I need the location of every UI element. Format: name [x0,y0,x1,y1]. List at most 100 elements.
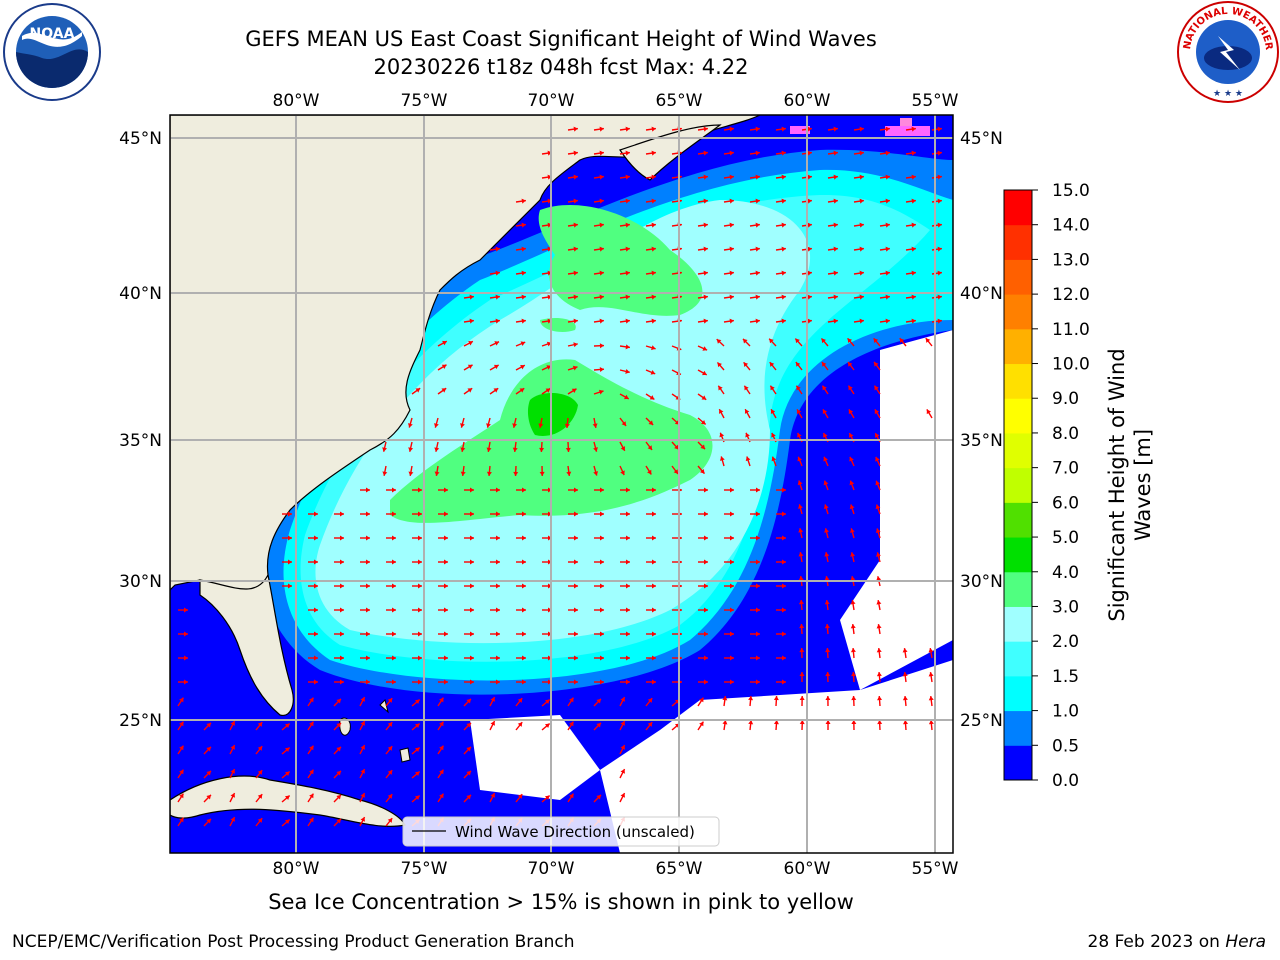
lon-tick-bottom: 60°W [784,859,831,879]
colorbar-swatch [1004,641,1032,677]
wind-wave-arrowhead [382,471,388,476]
wind-wave-arrowhead [366,559,370,565]
wind-wave-arrowhead [756,511,760,517]
wind-wave-arrowhead [387,746,393,751]
wind-wave-arrowhead [699,721,704,727]
wind-wave-arrowhead [875,456,880,462]
wind-wave-arrowhead [756,655,760,661]
colorbar-swatch [1004,571,1032,607]
lat-tick-right: 40°N [960,284,1003,304]
wind-wave-arrowhead [795,338,800,344]
wind-wave-arrowhead [876,600,882,605]
colorbar-tick-label: 3.0 [1052,597,1079,617]
wind-wave-arrowhead [652,511,656,517]
footer-date-text: 28 Feb 2023 on [1087,932,1226,952]
wind-wave-arrowhead [625,318,630,324]
wind-wave-arrowhead [704,511,708,517]
wind-wave-arrowhead [937,246,942,252]
wind-wave-arrowhead [903,720,909,725]
wind-wave-arrowhead [620,446,626,451]
lon-tick-bottom: 75°W [401,859,448,879]
wind-wave-arrowhead [598,389,604,395]
wind-wave-arrowhead [782,607,786,613]
wind-wave-arrowhead [522,535,526,541]
wind-wave-arrowhead [414,771,420,777]
wind-wave-arrowhead [729,150,734,156]
wind-wave-arrowhead [490,721,495,726]
wind-wave-arrowhead [937,270,942,276]
wind-wave-arrowhead [807,198,812,204]
wind-wave-arrowhead [392,631,396,637]
wind-wave-arrowhead [911,126,916,132]
wind-wave-arrowhead [573,150,578,156]
colorbar-tick-label: 14.0 [1052,216,1090,236]
wind-wave-arrowhead [651,318,656,324]
colorbar-swatch [1004,467,1032,503]
wind-wave-arrowhead [796,385,801,391]
wind-wave-arrowhead [470,679,474,685]
wind-wave-arrowhead [206,770,211,776]
wind-wave-arrowhead [744,385,749,391]
wind-wave-arrowhead [782,487,786,493]
wind-wave-arrowhead [651,222,656,228]
chart-title: GEFS MEAN US East Coast Significant Heig… [245,27,877,51]
colorbar-swatch [1004,259,1032,295]
wind-wave-arrowhead [799,696,805,701]
wind-wave-arrowhead [490,793,495,798]
wind-wave-arrowhead [699,697,704,703]
wind-wave-arrowhead [493,364,499,370]
wind-wave-arrowhead [626,631,630,637]
wind-wave-arrowhead [366,631,370,637]
legend-label: Wind Wave Direction (unscaled) [455,823,695,841]
wind-wave-arrowhead [573,174,578,180]
wind-wave-arrowhead [859,246,864,252]
wind-wave-arrowhead [466,746,471,752]
wind-wave-arrowhead [470,511,474,517]
wind-wave-arrowhead [470,607,474,613]
wind-wave-arrowhead [743,362,749,367]
wind-wave-arrowhead [574,583,578,589]
colorbar-tick-label: 11.0 [1052,320,1090,340]
colorbar-swatch [1004,710,1032,746]
wind-wave-arrowhead [309,769,314,775]
wind-wave-arrowhead [651,126,656,132]
wind-wave-arrowhead [650,370,656,375]
wind-wave-arrowhead [833,318,838,324]
wind-wave-arrowhead [626,559,630,565]
wind-wave-arrowhead [875,504,881,510]
wind-wave-arrowhead [755,174,760,180]
wind-wave-arrowhead [877,696,883,701]
wind-wave-arrowhead [848,409,854,415]
wind-wave-arrowhead [387,794,393,799]
wind-wave-arrowhead [566,471,572,476]
wind-wave-arrowhead [620,793,625,798]
wind-wave-arrowhead [729,222,734,228]
wind-wave-arrowhead [833,126,838,132]
colorbar-tick-label: 7.0 [1052,459,1079,479]
wind-wave-arrowhead [434,471,440,476]
wind-wave-arrowhead [729,174,734,180]
wind-wave-arrowhead [573,270,578,276]
wind-wave-arrowhead [722,720,728,725]
wind-wave-arrowhead [771,432,776,438]
wind-wave-arrowhead [414,723,420,729]
wind-wave-arrowhead [937,222,942,228]
wind-wave-arrowhead [782,583,786,589]
wind-wave-arrowhead [848,361,853,367]
wind-wave-arrowhead [418,655,422,661]
wind-wave-arrowhead [625,270,630,276]
wind-wave-arrowhead [911,174,916,180]
wind-wave-arrowhead [340,583,344,589]
wind-wave-arrowhead [702,370,707,376]
wind-wave-arrowhead [547,246,552,252]
wind-wave-arrowhead [206,794,211,800]
wind-wave-arrowhead [781,174,786,180]
wind-wave-arrowhead [230,817,235,822]
sea-ice-note: Sea Ice Concentration > 15% is shown in … [268,890,854,914]
colorbar-tick-label: 0.5 [1052,736,1079,756]
wind-wave-arrowhead [460,447,466,452]
wind-wave-arrowhead [782,631,786,637]
wind-wave-arrowhead [408,447,414,452]
wind-wave-arrowhead [756,487,760,493]
lat-tick-left: 30°N [119,572,162,592]
